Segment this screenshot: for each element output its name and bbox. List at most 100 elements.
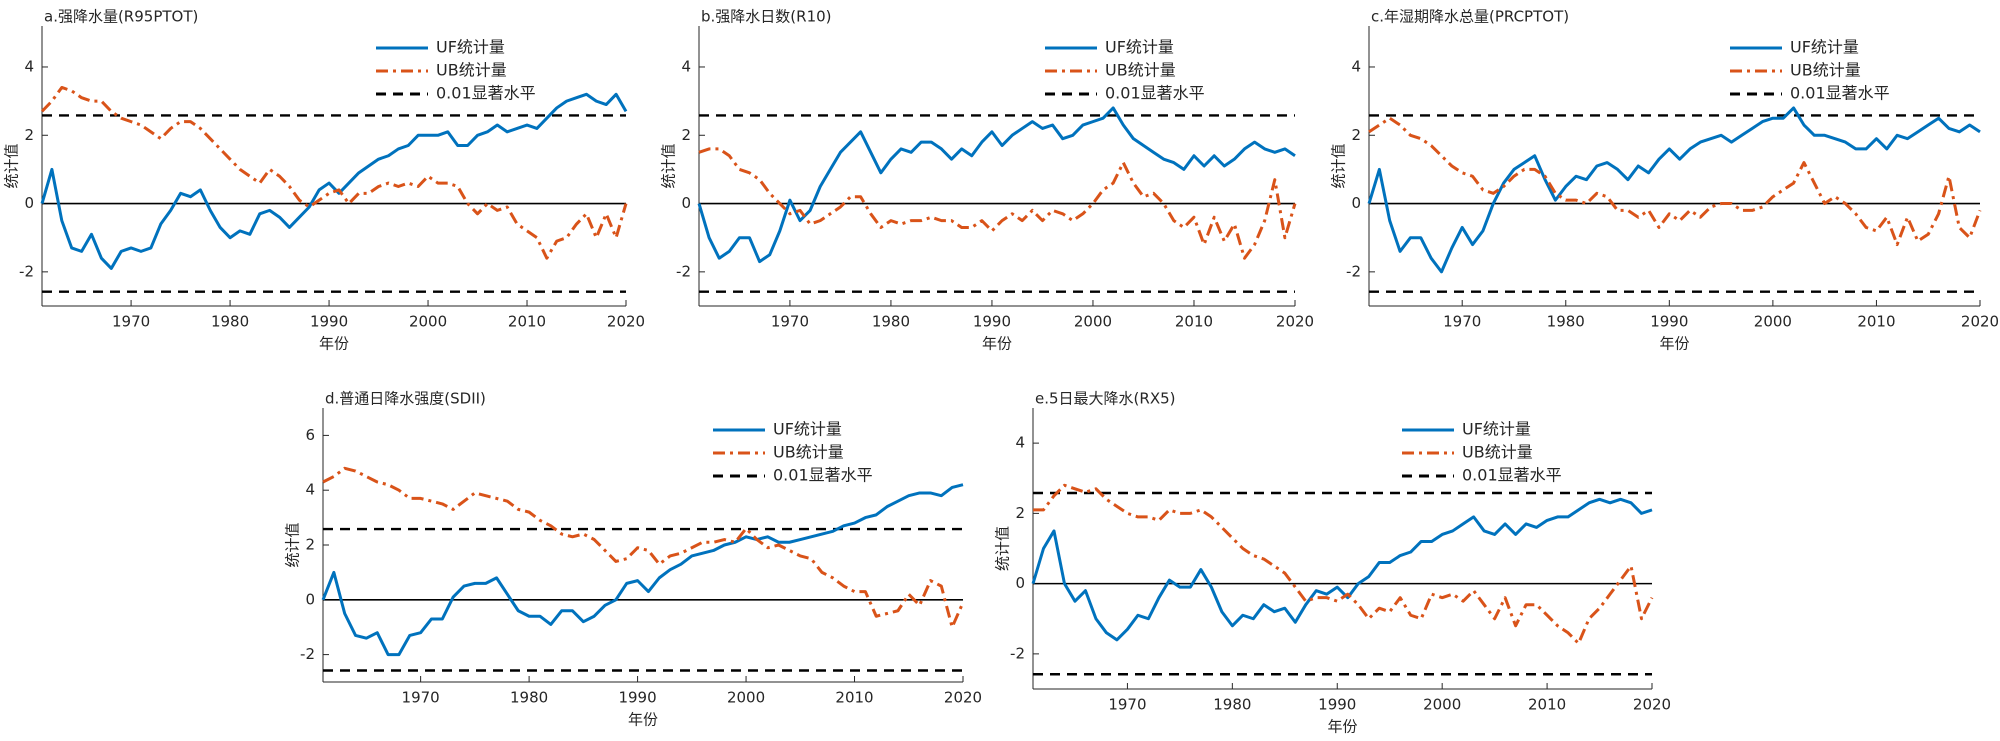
legend: UF统计量 UB统计量 0.01显著水平: [1402, 420, 1562, 485]
x-axis-label: 年份: [982, 335, 1012, 353]
series-line: [322, 466, 965, 629]
legend-label: UB统计量: [1462, 443, 1533, 462]
y-tick-label: 0: [681, 194, 691, 212]
panel: -2 0 2 4 1970 1980 1990 2000 2010 2020 a.强降水量(R95P…: [3, 8, 646, 353]
series-line: [40, 85, 628, 260]
legend: UF统计量 UB统计量 0.01显著水平: [1045, 38, 1205, 103]
panel-title: b.强降水日数(R10): [701, 8, 832, 26]
panel: -2 0 2 4 6 1970 1980 1990 2000 2010 2020 d.普通日降水强度(…: [284, 390, 983, 729]
y-tick-label: 0: [24, 194, 34, 212]
x-tick-label: 1980: [1213, 696, 1251, 714]
series-line: [1368, 116, 1982, 247]
y-axis-label: 统计值: [994, 526, 1012, 571]
series-line: [1367, 106, 1981, 274]
x-tick-label: 1970: [1108, 696, 1146, 714]
x-tick-label: 2000: [409, 313, 447, 331]
y-tick-label: 0: [305, 590, 315, 608]
panel-title: c.年湿期降水总量(PRCPTOT): [1371, 8, 1569, 26]
y-tick-label: -2: [676, 262, 691, 280]
legend: UF统计量 UB统计量 0.01显著水平: [713, 420, 873, 485]
x-tick-label: 1980: [872, 313, 910, 331]
y-axis-label: 统计值: [1330, 143, 1348, 188]
x-tick-label: 1970: [771, 313, 809, 331]
legend-label: UF统计量: [1790, 38, 1859, 57]
x-tick-label: 1970: [402, 689, 440, 707]
y-tick-label: 4: [24, 57, 34, 75]
x-tick-label: 2020: [1276, 313, 1314, 331]
x-tick-label: 1990: [1318, 696, 1356, 714]
series-line: [1033, 483, 1654, 645]
panel-title: e.5日最大降水(RX5): [1035, 390, 1176, 408]
panel-title: d.普通日降水强度(SDII): [325, 390, 486, 408]
legend-label: UF统计量: [773, 420, 842, 439]
y-tick-label: 4: [681, 57, 691, 75]
y-tick-label: -2: [300, 645, 315, 663]
panel-title: a.强降水量(R95PTOT): [44, 8, 198, 26]
legend: UF统计量 UB统计量 0.01显著水平: [376, 38, 536, 103]
x-tick-label: 2010: [835, 689, 873, 707]
x-tick-label: 2000: [1423, 696, 1461, 714]
y-tick-label: -2: [1346, 262, 1361, 280]
y-tick-label: -2: [19, 262, 34, 280]
x-tick-label: 1980: [211, 313, 249, 331]
legend-label: 0.01显著水平: [1462, 466, 1562, 485]
x-tick-label: 2000: [1074, 313, 1112, 331]
legend-label: UB统计量: [436, 61, 507, 80]
y-tick-label: 2: [1351, 126, 1361, 144]
legend-label: 0.01显著水平: [436, 84, 536, 103]
y-tick-label: 2: [681, 126, 691, 144]
x-tick-label: 2010: [1528, 696, 1566, 714]
panel: -2 0 2 4 1970 1980 1990 2000 2010 2020 e.5日最大降水(RX…: [994, 390, 1672, 736]
x-tick-label: 2010: [508, 313, 546, 331]
panel: -2 0 2 4 1970 1980 1990 2000 2010 2020 b.强降水日数(R10…: [660, 8, 1315, 353]
x-tick-label: 1980: [510, 689, 548, 707]
legend-label: UB统计量: [773, 443, 844, 462]
x-tick-label: 1990: [973, 313, 1011, 331]
series-line: [697, 106, 1296, 264]
y-tick-label: 2: [1015, 504, 1025, 522]
y-tick-label: 2: [24, 126, 34, 144]
series-line: [1031, 497, 1653, 642]
x-tick-label: 2020: [944, 689, 982, 707]
panel: -2 0 2 4 1970 1980 1990 2000 2010 2020 c.年湿期降水总量(P…: [1330, 8, 2000, 353]
x-tick-label: 1970: [1443, 313, 1481, 331]
y-axis-label: 统计值: [660, 143, 678, 188]
x-axis-label: 年份: [1327, 718, 1357, 736]
x-tick-label: 2000: [727, 689, 765, 707]
x-tick-label: 1990: [618, 689, 656, 707]
x-axis-label: 年份: [628, 711, 658, 729]
series-line: [321, 483, 964, 657]
y-tick-label: -2: [1010, 644, 1025, 662]
y-tick-label: 2: [305, 536, 315, 554]
y-tick-label: 4: [1015, 434, 1025, 452]
legend-label: 0.01显著水平: [1790, 84, 1890, 103]
series-line: [698, 147, 1297, 260]
legend-label: UB统计量: [1790, 61, 1861, 80]
x-tick-label: 1970: [112, 313, 150, 331]
x-tick-label: 2010: [1175, 313, 1213, 331]
x-tick-label: 2020: [1633, 696, 1671, 714]
y-tick-label: 0: [1015, 574, 1025, 592]
x-tick-label: 1980: [1547, 313, 1585, 331]
legend-label: UF统计量: [436, 38, 505, 57]
x-axis-label: 年份: [1659, 335, 1689, 353]
y-tick-label: 4: [1351, 57, 1361, 75]
x-tick-label: 1990: [1650, 313, 1688, 331]
x-tick-label: 2020: [1961, 313, 1999, 331]
x-axis-label: 年份: [319, 335, 349, 353]
x-tick-label: 2010: [1857, 313, 1895, 331]
legend-label: UB统计量: [1105, 61, 1176, 80]
series-line: [40, 92, 628, 270]
x-tick-label: 2000: [1754, 313, 1792, 331]
legend-label: UF统计量: [1105, 38, 1174, 57]
y-axis-label: 统计值: [284, 522, 302, 567]
y-tick-label: 0: [1351, 194, 1361, 212]
y-tick-label: 4: [305, 481, 315, 499]
legend-label: 0.01显著水平: [1105, 84, 1205, 103]
y-axis-label: 统计值: [3, 143, 21, 188]
x-tick-label: 1990: [310, 313, 348, 331]
x-tick-label: 2020: [607, 313, 645, 331]
legend-label: UF统计量: [1462, 420, 1531, 439]
legend-label: 0.01显著水平: [773, 466, 873, 485]
